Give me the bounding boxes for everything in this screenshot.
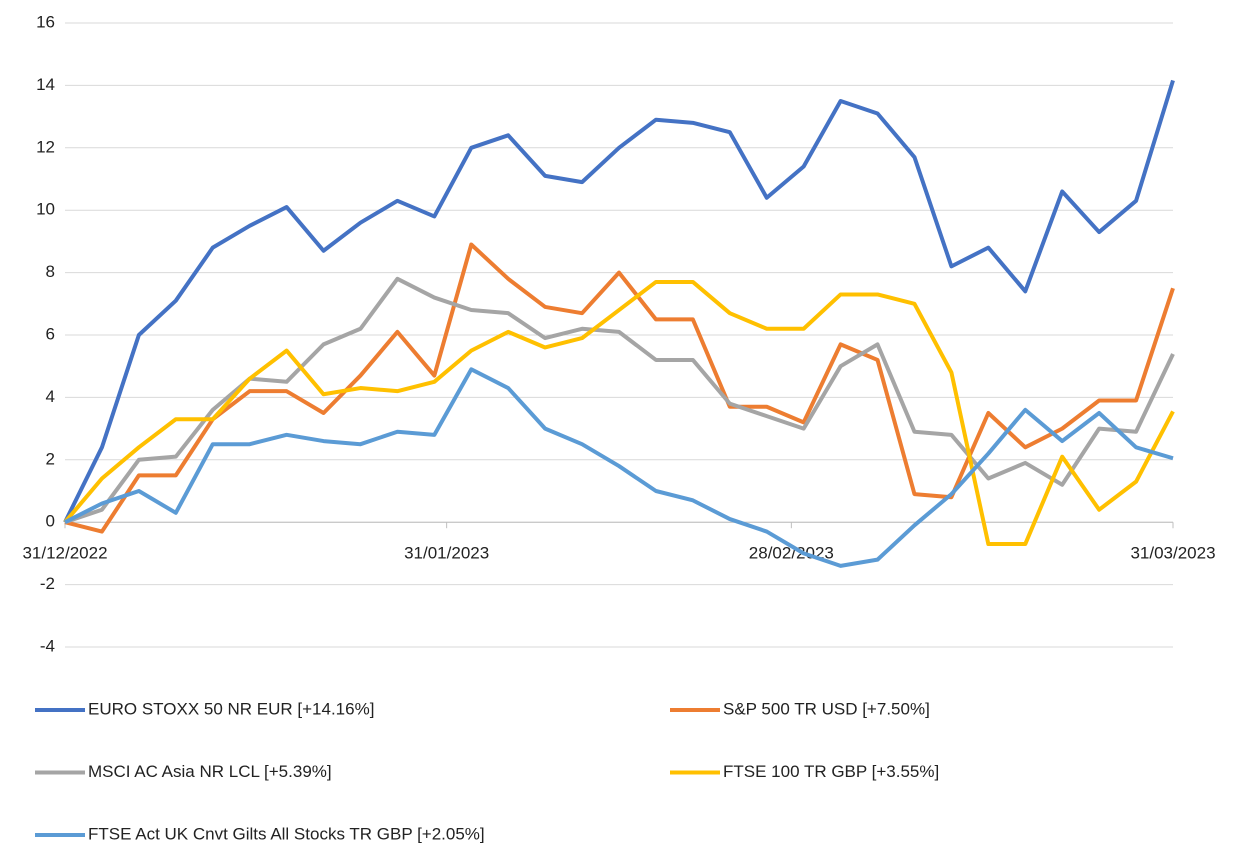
- y-tick-label: -2: [40, 574, 55, 593]
- x-tick-label: 31/03/2023: [1130, 544, 1215, 563]
- legend-label: EURO STOXX 50 NR EUR [+14.16%]: [88, 699, 374, 718]
- y-tick-label: -4: [40, 636, 55, 655]
- legend-label: FTSE 100 TR GBP [+3.55%]: [723, 762, 939, 781]
- series-line: [63, 79, 1175, 524]
- x-tick-label: 31/01/2023: [404, 544, 489, 563]
- y-tick-label: 10: [36, 200, 55, 219]
- series-line: [64, 367, 1174, 568]
- y-tick-label: 2: [46, 449, 55, 468]
- legend-label: FTSE Act UK Cnvt Gilts All Stocks TR GBP…: [88, 824, 485, 843]
- x-tick-label: 31/12/2022: [22, 544, 107, 563]
- y-tick-label: 16: [36, 12, 55, 31]
- legend-label: S&P 500 TR USD [+7.50%]: [723, 699, 930, 718]
- y-tick-label: 8: [46, 262, 55, 281]
- y-tick-label: 14: [36, 75, 55, 94]
- y-tick-label: 4: [46, 387, 55, 406]
- series-line: [63, 279, 1175, 547]
- y-tick-label: 0: [46, 512, 55, 531]
- y-tick-label: 6: [46, 324, 55, 343]
- y-tick-label: 12: [36, 137, 55, 156]
- legend-label: MSCI AC Asia NR LCL [+5.39%]: [88, 762, 332, 781]
- series-line: [64, 242, 1175, 534]
